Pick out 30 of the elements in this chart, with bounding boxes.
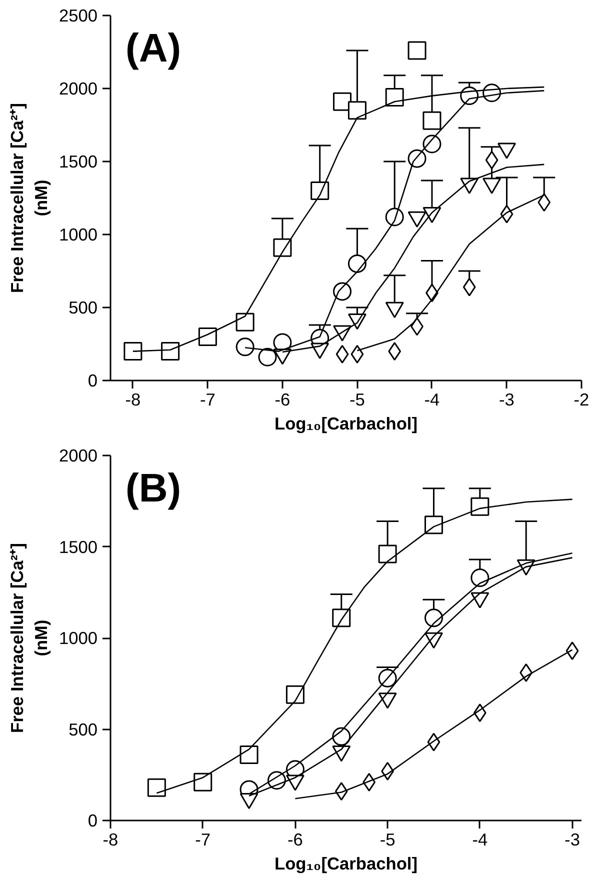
x-axis-title: Log₁₀[Carbachol] (274, 414, 418, 434)
x-tick-label: -8 (125, 390, 141, 410)
x-tick-label: -4 (424, 390, 440, 410)
y-tick-label: 2000 (58, 78, 98, 98)
y-tick-label: 500 (68, 298, 98, 318)
y-tick-label: 2500 (58, 6, 98, 26)
y-tick-label: 1500 (58, 152, 98, 172)
y-tick-label: 0 (88, 370, 98, 390)
x-tick-label: -7 (195, 830, 211, 850)
annotation: (B) (126, 466, 182, 510)
x-tick-label: -3 (499, 390, 514, 410)
y-tick-label: 0 (88, 810, 98, 830)
annotation: (A) (126, 26, 182, 70)
y-axis-title: Free Intracellular [Ca²⁺] (nM) (6, 543, 51, 733)
x-axis-title: Log₁₀[Carbachol] (274, 854, 418, 874)
x-tick-label: -5 (380, 830, 396, 850)
x-tick-label: -6 (274, 390, 290, 410)
x-tick-label: -8 (102, 830, 118, 850)
x-tick-label: -2 (574, 390, 590, 410)
y-tick-label: 500 (68, 719, 98, 740)
x-tick-label: -4 (472, 830, 488, 850)
y-tick-label: 1000 (58, 224, 98, 244)
x-tick-label: -6 (288, 830, 303, 850)
y-axis-title: Free Intracellular [Ca²⁺] (nM) (6, 103, 51, 293)
x-tick-label: -3 (564, 830, 580, 850)
y-tick-label: 1000 (58, 628, 98, 648)
x-tick-label: -5 (350, 390, 365, 410)
y-tick-label: 2000 (58, 446, 98, 466)
x-tick-label: -7 (200, 390, 216, 410)
y-tick-label: 1500 (58, 536, 98, 557)
